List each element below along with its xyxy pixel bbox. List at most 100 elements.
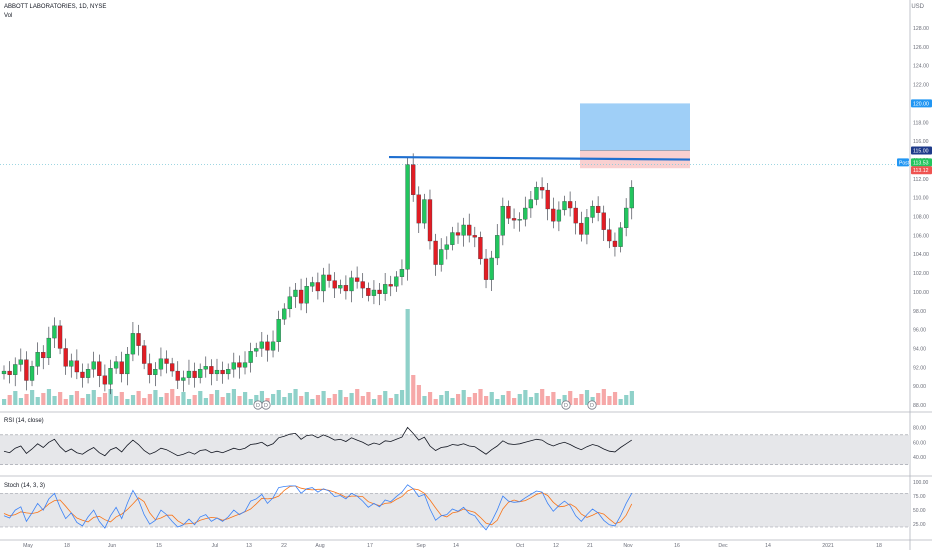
volume-bar [405,309,410,405]
volume-bar [422,396,427,405]
volume-bar [259,391,265,405]
volume-bar [108,389,113,405]
stoch-title[interactable]: Stoch (14, 3, 3) [4,483,46,489]
candle [136,333,141,346]
volume-bar [343,397,349,405]
volume-bar [523,390,528,405]
candle [539,187,545,191]
volume-bar [175,396,180,405]
candle [203,366,208,370]
volume-bar [388,398,393,405]
time-tick-label: Sep [416,543,425,549]
volume-bar [562,395,567,405]
dividend-marker [261,400,271,410]
candle [349,277,354,292]
time-tick-label: Oct [516,543,525,549]
candle [141,345,147,364]
volume-bar [86,394,91,405]
candle [444,244,449,250]
candle [483,258,489,280]
candle [545,189,550,210]
candle [35,352,40,367]
volume-bar [349,393,354,405]
time-tick-label: Dec [718,543,728,549]
volume-bar [209,394,214,405]
volume-bar [360,396,365,405]
price-tag-stop-label: 113.12 [913,168,929,174]
price-tick-label: 122.00 [913,83,929,89]
volume-bar [203,398,208,405]
volume-bar [399,390,405,405]
volume-bar [416,385,421,405]
candle [590,205,595,218]
price-tag-target [911,99,932,108]
stoch-d-line [3,485,633,526]
volume-bar [243,392,248,405]
price-tick-label: 126.00 [913,45,929,51]
candle [220,369,225,375]
volume-bar [153,390,158,405]
volume-bar [142,398,147,405]
time-tick-label: 2021 [822,543,834,549]
volume-bar [35,397,40,405]
candle [310,282,315,287]
volume-bar [7,395,12,405]
rsi-tick-label: 40.00 [913,455,926,461]
time-tick-label: 18 [64,543,70,549]
symbol-title[interactable]: ABBOTT LABORATORIES, 1D, NYSE [4,4,107,10]
candle [153,369,158,375]
volume-bar [629,391,634,405]
price-tick-label: 110.00 [913,196,929,202]
price-tick-label: 112.00 [913,177,929,183]
stoch-tick-label: 50.00 [913,508,926,514]
volume-bar [332,394,337,405]
volume-bar [299,396,304,405]
price-tick-label: 94.00 [913,346,926,352]
volume-bar [214,390,220,405]
candle [461,224,466,236]
candle [108,368,113,385]
candle [52,325,57,339]
volume-bar [601,389,606,405]
volume-bar [517,394,522,405]
volume-bar [607,396,612,405]
candle [427,199,433,242]
rsi-title[interactable]: RSI (14, close) [4,418,44,424]
volume-bar [63,399,68,405]
candle [489,257,494,280]
volume-bar [489,392,494,405]
candle [13,364,18,375]
volume-bar [13,391,18,405]
candle [214,369,220,375]
volume-bar [136,391,141,405]
candle [74,360,80,373]
volume-bar [58,392,63,405]
volume-bar [119,392,124,405]
post-tag [897,158,909,167]
volume-bar [282,397,287,405]
candle [125,353,130,375]
price-tick-label: 102.00 [913,271,929,277]
target-zone [580,103,690,151]
volume-bar [158,397,164,405]
candle [450,232,455,245]
volume-bar [69,395,74,405]
dividend-marker-label: D [590,403,594,409]
volume-legend[interactable]: Vol [4,13,13,19]
candle [601,212,606,230]
candle [80,371,85,378]
candle [433,240,438,265]
dividend-marker-label: D [264,403,268,409]
volume-bar [74,391,80,405]
candle [69,360,74,367]
volume-bar [248,399,253,405]
volume-bar [170,389,175,405]
volume-bar [371,399,377,405]
time-tick-label: 15 [156,543,162,549]
volume-bar [2,399,7,405]
volume-bar [237,396,242,405]
volume-bar [568,391,573,405]
volume-bar [46,389,52,405]
candle [85,369,91,378]
